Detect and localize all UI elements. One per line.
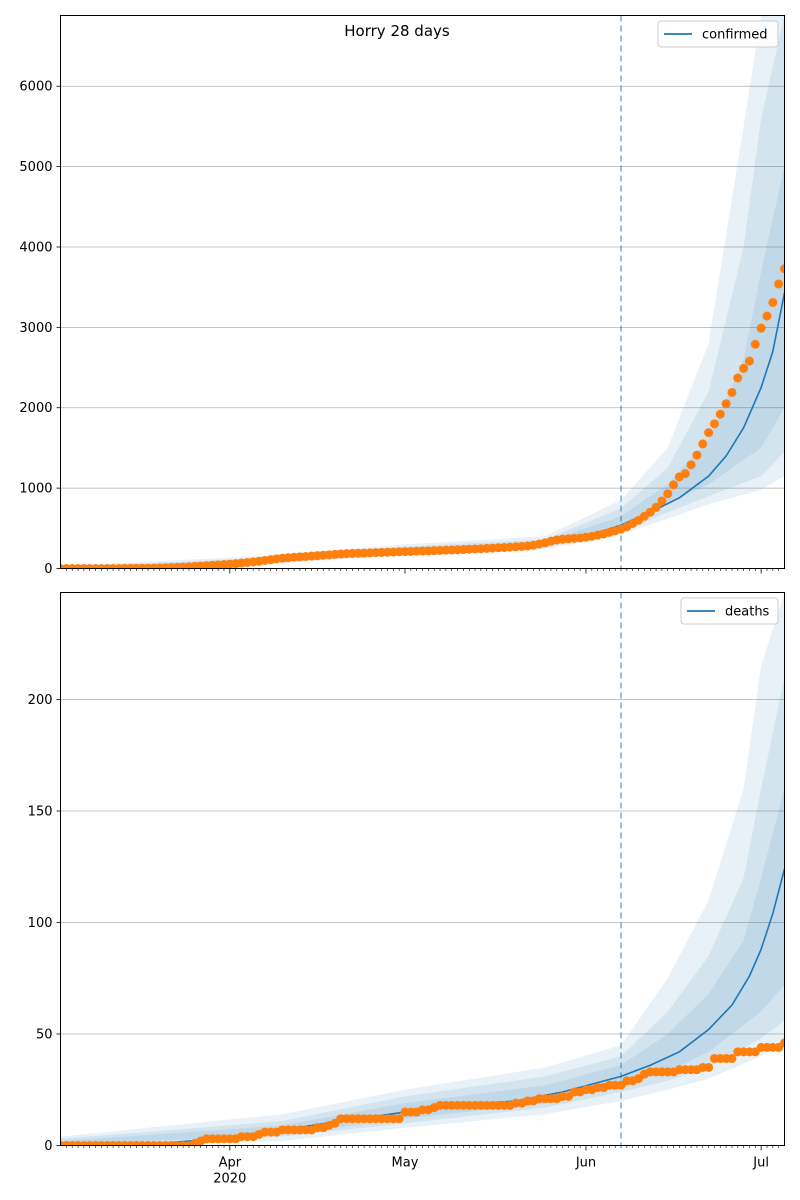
observed-point [756, 323, 766, 333]
confirmed-observed-points [60, 264, 785, 569]
observed-point [657, 496, 667, 506]
observed-point [768, 297, 778, 307]
legend-label-confirmed: confirmed [702, 28, 768, 43]
x-tick-label: Apr [219, 1156, 242, 1171]
y-tick-label: 3000 [19, 321, 52, 336]
legend-label-deaths: deaths [725, 605, 770, 620]
observed-point [651, 502, 661, 512]
y-tick-label: 4000 [19, 240, 52, 255]
deaths-gridlines [60, 699, 785, 1035]
x-tick-label: May [392, 1156, 419, 1171]
y-tick-label: 150 [28, 805, 53, 820]
observed-point [744, 356, 754, 366]
observed-point [692, 450, 702, 460]
legend-box [657, 20, 779, 48]
y-tick-label: 6000 [19, 80, 52, 95]
y-tick-label: 1000 [19, 482, 52, 497]
y-tick-label: 0 [44, 562, 52, 577]
observed-point [709, 419, 719, 429]
y-tick-label: 100 [28, 916, 53, 931]
observed-point [739, 363, 749, 373]
observed-point [780, 1038, 785, 1048]
x-tick-label: Jun [575, 1156, 596, 1171]
observed-point [715, 409, 725, 419]
y-tick-label: 50 [36, 1028, 53, 1043]
observed-point [750, 339, 760, 349]
chart-title: Horry 28 days [344, 22, 450, 40]
confirmed-gridlines [60, 85, 785, 489]
observed-point [663, 489, 673, 499]
observed-point [780, 264, 785, 274]
observed-point [774, 279, 784, 289]
confirmed-y-axis: 0 1000 2000 3000 4000 5000 6000 [19, 80, 61, 577]
y-tick-label: 5000 [19, 160, 52, 175]
observed-point [733, 373, 743, 383]
confirmed-x-axis [66, 568, 779, 574]
observed-point [721, 399, 731, 409]
deaths-y-axis: 0 50 100 150 200 [28, 693, 61, 1154]
x-tick-sublabel: 2020 [213, 1172, 246, 1187]
x-tick-label: Jul [752, 1156, 769, 1171]
observed-point [394, 1114, 404, 1124]
observed-point [727, 1054, 737, 1064]
observed-point [686, 460, 696, 470]
observed-point [762, 311, 772, 321]
y-tick-label: 2000 [19, 401, 52, 416]
confirmed-legend: confirmed [657, 20, 779, 48]
legend-box [680, 597, 779, 625]
observed-point [704, 428, 714, 438]
observed-point [704, 1062, 714, 1072]
observed-point [698, 439, 708, 449]
deaths-observed-points [60, 1038, 785, 1146]
y-tick-label: 0 [44, 1139, 52, 1154]
observed-point [727, 387, 737, 397]
observed-point [669, 480, 679, 490]
y-tick-label: 200 [28, 693, 53, 708]
deaths-legend: deaths [680, 597, 779, 625]
observed-point [680, 469, 690, 479]
